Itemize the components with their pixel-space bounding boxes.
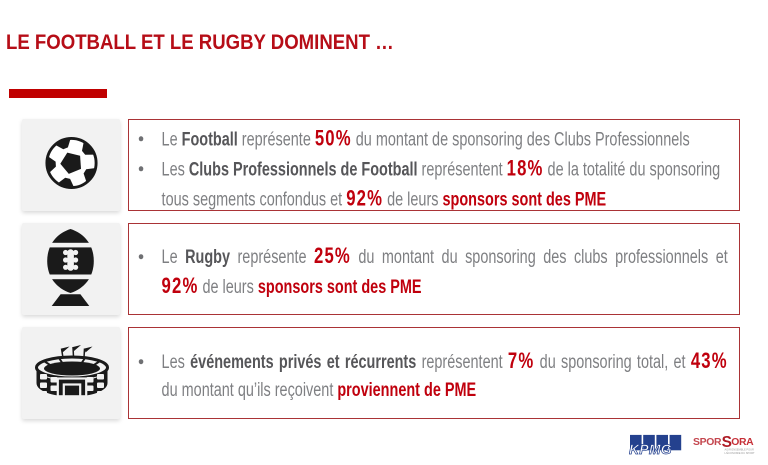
svg-text:KPMG: KPMG: [629, 441, 672, 456]
svg-text:ORA: ORA: [731, 437, 754, 448]
svg-text:L'ÉCONOMIE DU SPORT: L'ÉCONOMIE DU SPORT: [725, 450, 756, 455]
svg-text:AGIR ENSEMBLE POUR: AGIR ENSEMBLE POUR: [725, 447, 755, 451]
svg-text:SPOR: SPOR: [693, 437, 722, 448]
svg-text:S: S: [722, 434, 732, 451]
